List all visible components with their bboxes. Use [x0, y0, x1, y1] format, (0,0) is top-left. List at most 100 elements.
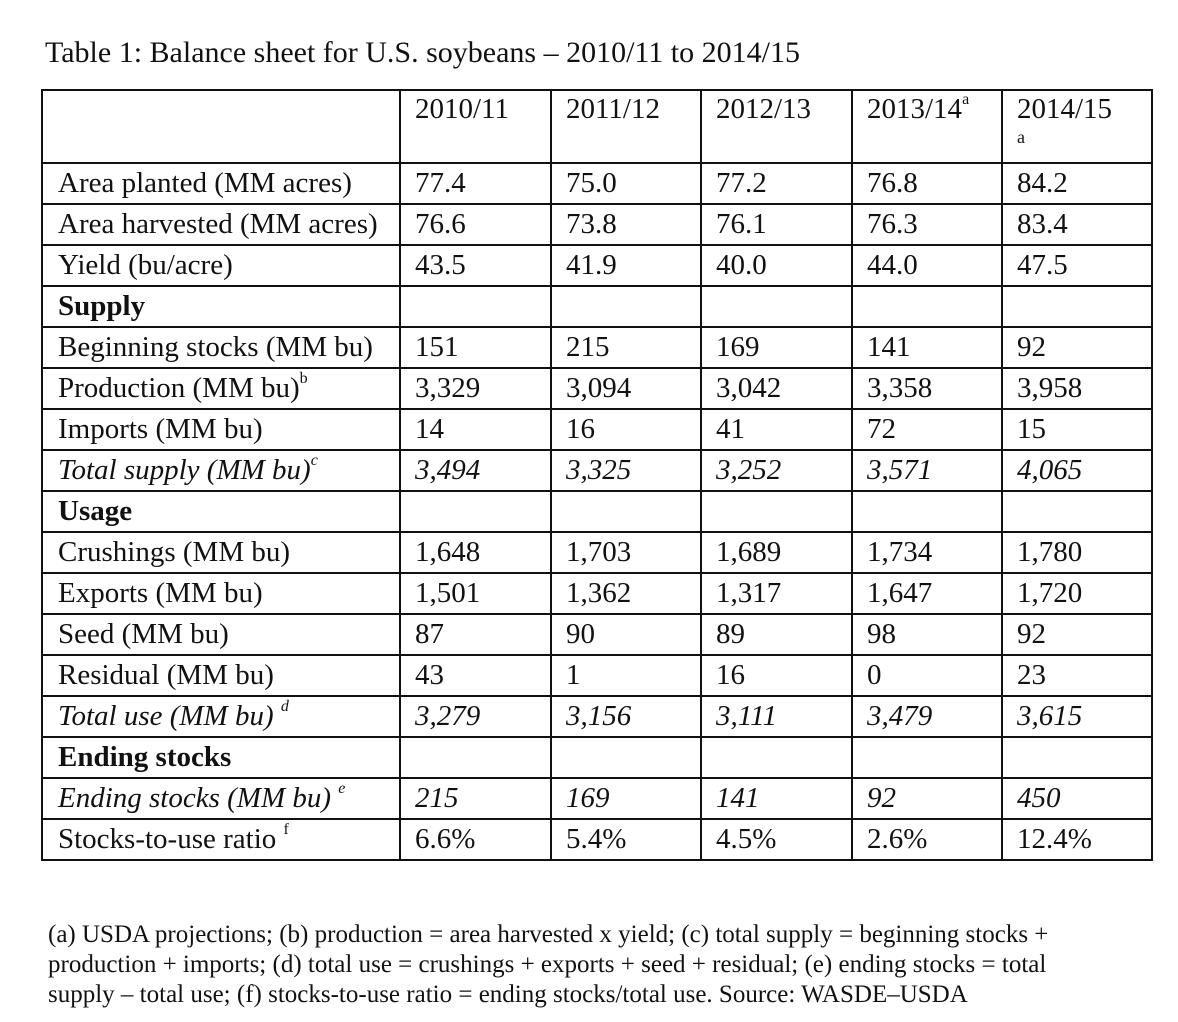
table-row: Total use (MM bu) d 3,279 3,156 3,111 3,…	[41, 695, 1153, 738]
table-cell: 47.5	[1001, 244, 1153, 287]
row-label: Stocks-to-use ratio f	[41, 818, 401, 861]
table-cell: 3,329	[399, 367, 552, 410]
table-row: Seed (MM bu) 87 90 89 98 92	[41, 613, 1153, 656]
section-row: Usage	[41, 490, 1153, 533]
table-cell: 1,720	[1001, 572, 1153, 615]
table-cell: 3,156	[550, 695, 702, 738]
row-label: Residual (MM bu)	[41, 654, 401, 697]
table-cell: 1,647	[851, 572, 1003, 615]
table-cell: 1,648	[399, 531, 552, 574]
table-cell: 3,252	[700, 449, 853, 492]
table-row: Yield (bu/acre) 43.5 41.9 40.0 44.0 47.5	[41, 244, 1153, 287]
row-label: Total use (MM bu) d	[41, 695, 401, 738]
row-label: Crushings (MM bu)	[41, 531, 401, 574]
table-cell: 76.1	[700, 203, 853, 246]
table-cell	[1001, 736, 1153, 779]
section-row: Supply	[41, 285, 1153, 328]
table-cell: 0	[851, 654, 1003, 697]
table-footnotes: (a) USDA projections; (b) production = a…	[48, 920, 1148, 1010]
table-row: Exports (MM bu) 1,501 1,362 1,317 1,647 …	[41, 572, 1153, 615]
row-label: Yield (bu/acre)	[41, 244, 401, 287]
table-row: Area planted (MM acres) 77.4 75.0 77.2 7…	[41, 162, 1153, 205]
table-cell: 16	[550, 408, 702, 451]
table-cell: 77.2	[700, 162, 853, 205]
table-cell	[399, 490, 552, 533]
table-cell: 90	[550, 613, 702, 656]
table-cell: 450	[1001, 777, 1153, 820]
table-cell	[700, 285, 853, 328]
row-label: Area planted (MM acres)	[41, 162, 401, 205]
table-row: Stocks-to-use ratio f 6.6% 5.4% 4.5% 2.6…	[41, 818, 1153, 861]
table-cell: 3,325	[550, 449, 702, 492]
table-cell: 141	[851, 326, 1003, 369]
table-cell: 215	[399, 777, 552, 820]
table-cell: 77.4	[399, 162, 552, 205]
table-cell: 76.3	[851, 203, 1003, 246]
table-cell: 15	[1001, 408, 1153, 451]
table-cell: 40.0	[700, 244, 853, 287]
table-cell	[399, 285, 552, 328]
table-cell: 76.8	[851, 162, 1003, 205]
table-cell: 3,358	[851, 367, 1003, 410]
table-cell: 169	[550, 777, 702, 820]
table-cell: 75.0	[550, 162, 702, 205]
row-label: Total supply (MM bu)c	[41, 449, 401, 492]
table-cell: 1,689	[700, 531, 853, 574]
table-cell: 1,317	[700, 572, 853, 615]
table-row: Imports (MM bu) 14 16 41 72 15	[41, 408, 1153, 451]
section-heading-usage: Usage	[41, 490, 401, 533]
table-cell	[700, 736, 853, 779]
table-row: Area harvested (MM acres) 76.6 73.8 76.1…	[41, 203, 1153, 246]
footnote-line: production + imports; (d) total use = cr…	[48, 951, 1047, 978]
column-header-2010-11: 2010/11	[399, 89, 552, 164]
table-cell: 3,958	[1001, 367, 1153, 410]
column-header-2012-13: 2012/13	[700, 89, 853, 164]
table-cell: 87	[399, 613, 552, 656]
table-cell	[851, 736, 1003, 779]
table-cell	[550, 490, 702, 533]
table-cell: 92	[851, 777, 1003, 820]
balance-sheet-table: 2010/11 2011/12 2012/13 2013/14a 2014/15…	[41, 89, 1153, 861]
table-cell	[1001, 285, 1153, 328]
table-cell: 72	[851, 408, 1003, 451]
footnote-line: (a) USDA projections; (b) production = a…	[48, 921, 1049, 948]
table-cell: 6.6%	[399, 818, 552, 861]
table-row: Total supply (MM bu)c 3,494 3,325 3,252 …	[41, 449, 1153, 492]
table-cell: 41	[700, 408, 853, 451]
table-row: Residual (MM bu) 43 1 16 0 23	[41, 654, 1153, 697]
table-cell: 92	[1001, 613, 1153, 656]
table-cell: 41.9	[550, 244, 702, 287]
table-cell: 3,094	[550, 367, 702, 410]
footnote-marker: f	[283, 821, 289, 838]
table-cell: 43	[399, 654, 552, 697]
table-caption: Table 1: Balance sheet for U.S. soybeans…	[45, 36, 800, 69]
table-cell	[550, 285, 702, 328]
table-cell: 3,111	[700, 695, 853, 738]
table-cell: 44.0	[851, 244, 1003, 287]
table-cell: 4,065	[1001, 449, 1153, 492]
row-label: Imports (MM bu)	[41, 408, 401, 451]
column-header-2013-14: 2013/14a	[851, 89, 1003, 164]
table-cell: 1	[550, 654, 702, 697]
row-label: Beginning stocks (MM bu)	[41, 326, 401, 369]
table-cell: 23	[1001, 654, 1153, 697]
column-header-2014-15: 2014/15 a	[1001, 89, 1153, 164]
table-row: Crushings (MM bu) 1,648 1,703 1,689 1,73…	[41, 531, 1153, 574]
footnote-marker: a	[1017, 127, 1025, 147]
table-cell: 3,479	[851, 695, 1003, 738]
table-cell: 215	[550, 326, 702, 369]
table-cell	[399, 736, 552, 779]
footnote-marker: d	[280, 698, 289, 715]
table-cell: 76.6	[399, 203, 552, 246]
footnote-marker: a	[962, 91, 970, 108]
table-cell: 3,615	[1001, 695, 1153, 738]
table-cell: 2.6%	[851, 818, 1003, 861]
table-cell: 1,501	[399, 572, 552, 615]
table-cell: 1,780	[1001, 531, 1153, 574]
row-label: Ending stocks (MM bu) e	[41, 777, 401, 820]
footnote-marker: b	[299, 370, 308, 387]
table-cell: 12.4%	[1001, 818, 1153, 861]
table-cell: 89	[700, 613, 853, 656]
table-cell: 84.2	[1001, 162, 1153, 205]
table-cell: 151	[399, 326, 552, 369]
